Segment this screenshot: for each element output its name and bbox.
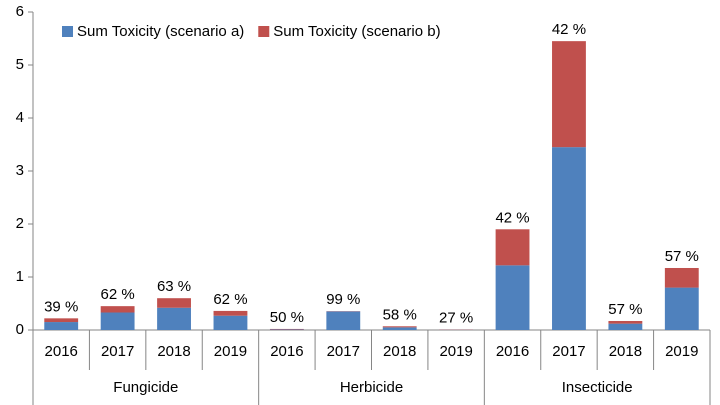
bar-annotation: 57 % (608, 301, 642, 318)
bar-annotation: 63 % (157, 278, 191, 295)
bar-annotation: 57 % (665, 248, 699, 265)
bar-segment (664, 287, 699, 330)
bar-segment (495, 229, 530, 266)
bar-segment (44, 318, 79, 323)
x-tick-label: 2016 (45, 343, 78, 360)
x-tick-label: 2019 (665, 343, 698, 360)
bar-segment (269, 329, 304, 330)
legend-label: Sum Toxicity (scenario b) (273, 23, 440, 40)
bar-segment (44, 322, 79, 330)
y-tick-label: 6 (16, 3, 24, 20)
x-tick-label: 2019 (214, 343, 247, 360)
group-label: Herbicide (340, 379, 403, 396)
x-tick-label: 2017 (327, 343, 360, 360)
bar-annotation: 99 % (326, 291, 360, 308)
y-tick-label: 5 (16, 56, 24, 73)
bar-segment (157, 298, 191, 308)
bar-annotation: 50 % (270, 309, 304, 326)
bar-segment (495, 265, 530, 330)
y-tick-label: 0 (16, 321, 24, 338)
bar-segment (100, 306, 135, 313)
x-tick-label: 2017 (552, 343, 585, 360)
bar-segment (382, 327, 417, 330)
group-label: Fungicide (113, 379, 178, 396)
bar-segment (213, 310, 248, 316)
bar-segment (213, 315, 248, 330)
y-tick-label: 4 (16, 109, 24, 126)
legend-swatch (62, 26, 73, 37)
bar-annotation: 62 % (213, 291, 247, 308)
bar-annotation: 42 % (495, 209, 529, 226)
bar-annotation: 27 % (439, 309, 473, 326)
bar-segment (552, 147, 586, 330)
x-tick-label: 2019 (439, 343, 472, 360)
bar-segment (664, 267, 699, 288)
bar-annotation: 58 % (383, 306, 417, 323)
x-tick-label: 2018 (157, 343, 190, 360)
group-label: Insecticide (562, 379, 633, 396)
bar-segment (269, 328, 304, 330)
bar-segment (608, 323, 643, 330)
y-tick-label: 3 (16, 162, 24, 179)
bar-annotation: 42 % (552, 21, 586, 38)
bar-segment (100, 312, 135, 330)
bar-segment (157, 307, 191, 330)
x-tick-label: 2016 (496, 343, 529, 360)
bar-annotation: 39 % (44, 298, 78, 315)
legend-label: Sum Toxicity (scenario a) (77, 23, 244, 40)
y-tick-label: 2 (16, 215, 24, 232)
x-tick-label: 2017 (101, 343, 134, 360)
legend-swatch (258, 26, 270, 37)
x-tick-label: 2018 (383, 343, 416, 360)
y-tick-label: 1 (16, 268, 24, 285)
bar-segment (382, 326, 417, 328)
x-tick-label: 2018 (609, 343, 642, 360)
bar-annotation: 62 % (101, 286, 135, 303)
bar-segment (608, 320, 643, 324)
x-tick-label: 2016 (270, 343, 303, 360)
bar-segment (326, 311, 361, 330)
bar-segment (552, 41, 586, 148)
